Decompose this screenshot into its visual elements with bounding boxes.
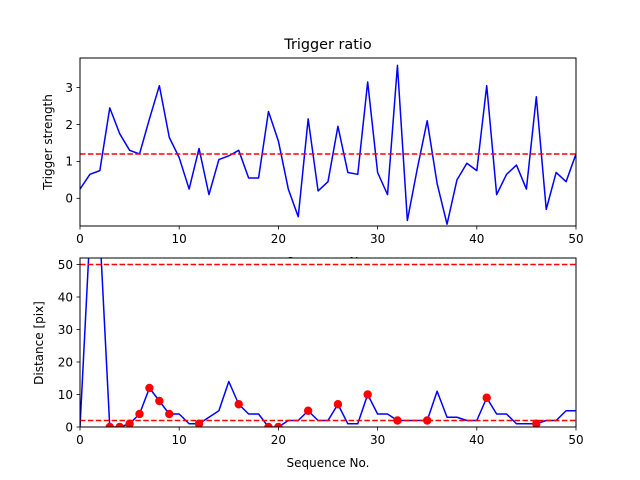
x-tick-label: 50 bbox=[568, 232, 583, 246]
x-tick-label: 0 bbox=[76, 232, 84, 246]
data-point bbox=[115, 422, 124, 427]
data-point bbox=[145, 383, 154, 393]
x-axis-label: Sequence No. bbox=[287, 456, 370, 470]
x-tick-label: 50 bbox=[568, 433, 583, 447]
y-tick-label: 3 bbox=[65, 81, 73, 95]
chart-title: Trigger ratio bbox=[283, 37, 372, 53]
y-axis-label: Trigger strength bbox=[41, 94, 55, 191]
y-tick-label: 0 bbox=[65, 420, 73, 434]
data-point bbox=[532, 419, 541, 427]
x-tick-label: 20 bbox=[271, 232, 286, 246]
data-point bbox=[393, 416, 402, 425]
plot-area bbox=[80, 64, 576, 225]
x-tick-label: 20 bbox=[271, 433, 286, 447]
y-tick-label: 0 bbox=[65, 192, 73, 206]
x-tick-label: 30 bbox=[370, 232, 385, 246]
y-axis-label: Distance [pix] bbox=[32, 301, 46, 385]
x-tick-label: 30 bbox=[370, 433, 385, 447]
x-tick-label: 40 bbox=[469, 433, 484, 447]
data-point bbox=[423, 416, 432, 425]
data-point bbox=[234, 400, 243, 409]
y-tick-label: 50 bbox=[58, 258, 73, 272]
data-point bbox=[165, 409, 174, 419]
series-line bbox=[80, 64, 576, 225]
x-tick-label: 0 bbox=[76, 433, 84, 447]
data-point bbox=[125, 419, 134, 427]
data-point bbox=[105, 422, 114, 427]
plot-background bbox=[80, 258, 576, 427]
y-tick-label: 2 bbox=[65, 118, 73, 132]
x-tick-label: 10 bbox=[172, 232, 187, 246]
data-point bbox=[482, 393, 491, 402]
y-tick-label: 30 bbox=[58, 323, 73, 337]
data-point bbox=[363, 390, 372, 399]
plot-area bbox=[80, 258, 576, 427]
data-point bbox=[303, 406, 313, 415]
x-tick-label: 10 bbox=[172, 433, 187, 447]
y-tick-label: 40 bbox=[58, 290, 73, 304]
data-point bbox=[155, 396, 164, 406]
y-tick-label: 1 bbox=[65, 155, 73, 169]
y-tick-label: 10 bbox=[58, 388, 73, 402]
data-point bbox=[274, 422, 283, 427]
y-tick-label: 20 bbox=[58, 355, 73, 369]
plot-frame bbox=[79, 257, 577, 428]
data-point bbox=[135, 409, 144, 419]
distance-chart: 0 10 20 30 40 50 0 10 20 30 40 50 Sequence No. Dist… bbox=[32, 257, 584, 470]
data-point bbox=[333, 400, 343, 409]
data-point bbox=[264, 422, 273, 427]
x-tick-label: 40 bbox=[469, 232, 484, 246]
data-point bbox=[194, 419, 204, 427]
plot-frame bbox=[79, 57, 577, 227]
